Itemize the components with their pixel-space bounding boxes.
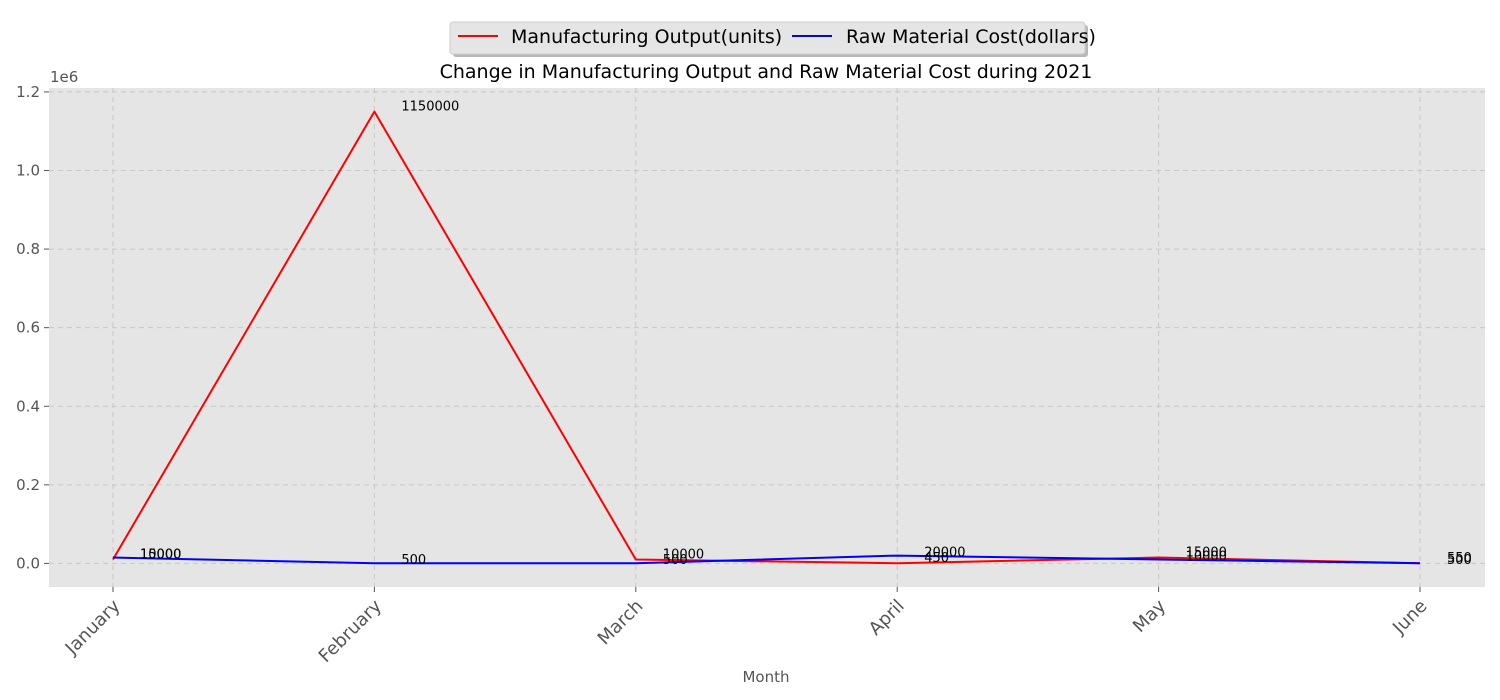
y-tick-label: 0.0: [16, 554, 40, 572]
data-label: 10000: [663, 547, 704, 562]
legend: Manufacturing Output(units) Raw Material…: [449, 21, 1096, 57]
x-tick-label: June: [1388, 596, 1431, 639]
x-tick-label: January: [61, 595, 125, 659]
y-tick-label: 1.0: [16, 162, 40, 180]
y-tick-label: 1.2: [16, 83, 40, 101]
legend-label-manufacturing-output: Manufacturing Output(units): [511, 26, 782, 48]
series-line-raw-material-cost: [112, 554, 1421, 565]
data-label: 20000: [924, 546, 965, 561]
y-scale-label: 1e6: [50, 68, 78, 86]
x-tick-label: March: [594, 596, 648, 650]
data-label: 550: [1447, 551, 1472, 566]
legend-label-raw-material-cost: Raw Material Cost(dollars): [846, 26, 1096, 48]
legend-box: [449, 21, 1086, 55]
data-label: 10000: [140, 547, 181, 562]
data-label: 1150000: [401, 100, 459, 115]
data-label: 15000: [1186, 546, 1227, 561]
y-tick-label: 0.2: [16, 476, 40, 494]
data-label: 10000: [1186, 549, 1227, 564]
data-label: 450: [924, 551, 949, 566]
x-tick-label: April: [865, 596, 909, 640]
x-tick-label: May: [1129, 595, 1170, 636]
data-labels: 10000 1150000 10000 450 15000 550 15000 500 500 2…: [140, 100, 1472, 569]
y-tick-label: 0.6: [16, 319, 40, 337]
grid: [49, 88, 1485, 587]
data-label: 15000: [140, 548, 181, 563]
series-layer: [112, 110, 1421, 565]
y-tick-label: 0.8: [16, 240, 40, 258]
y-tick-label: 0.4: [16, 397, 40, 415]
x-tick-label: February: [315, 595, 386, 666]
data-label: 500: [1447, 553, 1472, 568]
x-axis-label: Month: [742, 668, 789, 686]
plot-area: [49, 88, 1485, 587]
chart-title: Change in Manufacturing Output and Raw M…: [440, 61, 1093, 83]
data-label: 500: [401, 553, 426, 568]
series-line-manufacturing-output: [112, 110, 1421, 565]
data-label: 500: [663, 553, 688, 568]
